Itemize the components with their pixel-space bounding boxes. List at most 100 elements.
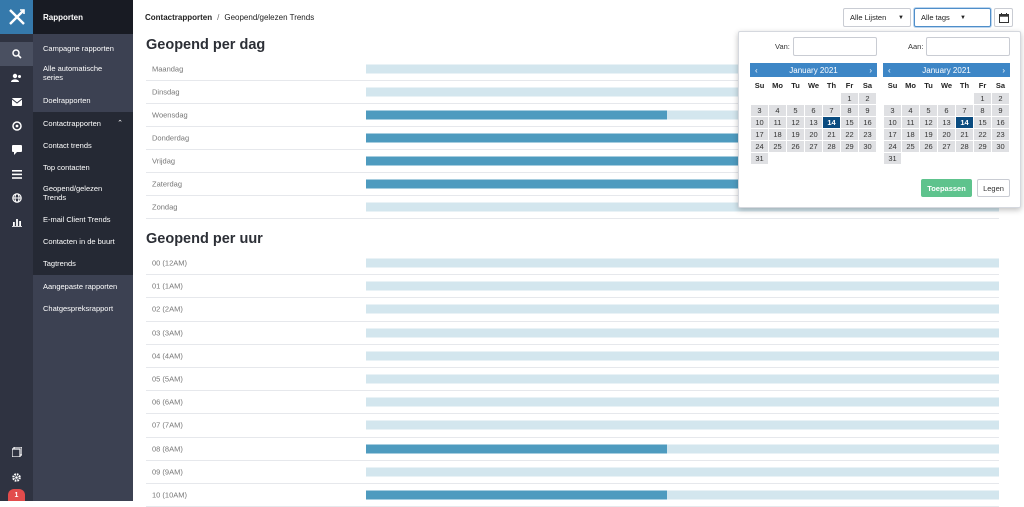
automation-icon[interactable] bbox=[0, 114, 33, 138]
calendar-day[interactable]: 18 bbox=[769, 129, 786, 140]
calendar-day[interactable]: 25 bbox=[769, 141, 786, 152]
globe-icon[interactable] bbox=[0, 186, 33, 210]
chat-icon[interactable] bbox=[0, 138, 33, 162]
calendar-day[interactable]: 3 bbox=[751, 105, 768, 116]
chevron-right-icon[interactable]: › bbox=[1002, 65, 1005, 75]
chevron-left-icon[interactable]: ‹ bbox=[888, 65, 891, 75]
apply-button[interactable]: Toepassen bbox=[921, 179, 972, 197]
to-date-input[interactable] bbox=[926, 37, 1010, 56]
calendar-day[interactable]: 29 bbox=[974, 141, 991, 152]
breadcrumb-parent-link[interactable]: Contactrapporten bbox=[145, 12, 213, 22]
calendar-day[interactable]: 24 bbox=[751, 141, 768, 152]
notification-badge[interactable]: 1 bbox=[8, 489, 25, 501]
calendar-day[interactable]: 21 bbox=[823, 129, 840, 140]
mail-icon[interactable] bbox=[0, 90, 33, 114]
calendar-day[interactable]: 16 bbox=[992, 117, 1009, 128]
subnav-item-contact-trends[interactable]: Contact trends bbox=[33, 134, 133, 156]
clear-button[interactable]: Legen bbox=[977, 179, 1010, 197]
from-date-input[interactable] bbox=[793, 37, 877, 56]
calendar-day[interactable]: 2 bbox=[859, 93, 876, 104]
subnav-item-custom-reports[interactable]: Aangepaste rapporten bbox=[33, 275, 133, 297]
calendar-day[interactable]: 15 bbox=[841, 117, 858, 128]
calendar-day[interactable]: 4 bbox=[769, 105, 786, 116]
gear-icon[interactable] bbox=[0, 465, 33, 489]
chevron-right-icon[interactable]: › bbox=[869, 65, 872, 75]
subnav-item-email-client-trends[interactable]: E-mail Client Trends bbox=[33, 208, 133, 230]
calendar-day[interactable]: 12 bbox=[920, 117, 937, 128]
calendar-day[interactable]: 29 bbox=[841, 141, 858, 152]
calendar-day[interactable]: 19 bbox=[920, 129, 937, 140]
calendar-day[interactable]: 22 bbox=[974, 129, 991, 140]
tags-filter-select[interactable]: Alle tags ▼ bbox=[914, 8, 991, 27]
calendar-day[interactable]: 21 bbox=[956, 129, 973, 140]
subnav-item-automation-series[interactable]: Alle automatische series bbox=[33, 58, 133, 88]
calendar-day[interactable]: 6 bbox=[938, 105, 955, 116]
calendar-day[interactable]: 26 bbox=[920, 141, 937, 152]
calendar-day[interactable]: 19 bbox=[787, 129, 804, 140]
calendar-day[interactable]: 16 bbox=[859, 117, 876, 128]
calendar-day[interactable]: 6 bbox=[805, 105, 822, 116]
calendar-day[interactable]: 20 bbox=[938, 129, 955, 140]
calendar-day[interactable]: 12 bbox=[787, 117, 804, 128]
calendar-day[interactable]: 4 bbox=[902, 105, 919, 116]
calendar-day[interactable]: 22 bbox=[841, 129, 858, 140]
calendar-day[interactable]: 10 bbox=[884, 117, 901, 128]
calendar-day[interactable]: 17 bbox=[884, 129, 901, 140]
pages-icon[interactable] bbox=[0, 440, 33, 464]
contacts-icon[interactable] bbox=[0, 66, 33, 90]
calendar-day[interactable]: 23 bbox=[859, 129, 876, 140]
calendar-day[interactable]: 5 bbox=[787, 105, 804, 116]
calendar-day[interactable]: 7 bbox=[956, 105, 973, 116]
calendar-day[interactable]: 3 bbox=[884, 105, 901, 116]
subnav-item-nearby-contacts[interactable]: Contacten in de buurt bbox=[33, 230, 133, 252]
date-range-button[interactable] bbox=[994, 8, 1013, 27]
calendar-day[interactable]: 7 bbox=[823, 105, 840, 116]
lists-filter-select[interactable]: Alle Lijsten ▼ bbox=[843, 8, 911, 27]
calendar-day[interactable]: 30 bbox=[859, 141, 876, 152]
app-logo-icon[interactable] bbox=[0, 0, 33, 34]
calendar-day[interactable]: 1 bbox=[974, 93, 991, 104]
calendar-day[interactable]: 1 bbox=[841, 93, 858, 104]
calendar-day[interactable]: 11 bbox=[902, 117, 919, 128]
calendar-day[interactable]: 8 bbox=[974, 105, 991, 116]
subnav-item-chat-report[interactable]: Chatgespreksrapport bbox=[33, 297, 133, 319]
calendar-day[interactable]: 18 bbox=[902, 129, 919, 140]
calendar-day[interactable]: 2 bbox=[992, 93, 1009, 104]
weekday-label: Sa bbox=[995, 80, 1006, 90]
subnav-item-top-contacts[interactable]: Top contacten bbox=[33, 156, 133, 178]
calendar-day[interactable]: 31 bbox=[884, 153, 901, 164]
calendar-day[interactable]: 24 bbox=[884, 141, 901, 152]
calendar-day[interactable]: 30 bbox=[992, 141, 1009, 152]
calendar-day[interactable]: 27 bbox=[938, 141, 955, 152]
subnav-item-open-read-trends[interactable]: Geopend/gelezen Trends bbox=[33, 178, 133, 208]
chevron-left-icon[interactable]: ‹ bbox=[755, 65, 758, 75]
calendar-day-today[interactable]: 14 bbox=[956, 117, 973, 128]
calendar-day[interactable]: 13 bbox=[805, 117, 822, 128]
calendar-day[interactable]: 25 bbox=[902, 141, 919, 152]
calendar-day[interactable]: 5 bbox=[920, 105, 937, 116]
calendar-day[interactable]: 9 bbox=[859, 105, 876, 116]
calendar-day[interactable]: 26 bbox=[787, 141, 804, 152]
reports-icon[interactable] bbox=[0, 210, 33, 234]
calendar-day[interactable]: 17 bbox=[751, 129, 768, 140]
calendar-day[interactable]: 27 bbox=[805, 141, 822, 152]
calendar-day[interactable]: 10 bbox=[751, 117, 768, 128]
calendar-day[interactable]: 13 bbox=[938, 117, 955, 128]
calendar-day[interactable]: 8 bbox=[841, 105, 858, 116]
subnav-item-tag-trends[interactable]: Tagtrends bbox=[33, 252, 133, 275]
calendar-day[interactable]: 20 bbox=[805, 129, 822, 140]
calendar-day[interactable]: 28 bbox=[823, 141, 840, 152]
calendar-day[interactable]: 11 bbox=[769, 117, 786, 128]
hour-bar-track bbox=[366, 444, 999, 454]
subnav-item-goal-reports[interactable]: Doelrapporten bbox=[33, 88, 133, 112]
subnav-item-contact-reports[interactable]: Contactrapporten ⌃ bbox=[33, 112, 133, 134]
search-icon[interactable] bbox=[0, 42, 33, 66]
calendar-day-today[interactable]: 14 bbox=[823, 117, 840, 128]
calendar-day[interactable]: 23 bbox=[992, 129, 1009, 140]
list-icon[interactable] bbox=[0, 162, 33, 186]
calendar-day[interactable]: 31 bbox=[751, 153, 768, 164]
calendar-day[interactable]: 9 bbox=[992, 105, 1009, 116]
calendar-day[interactable]: 28 bbox=[956, 141, 973, 152]
calendar-day[interactable]: 15 bbox=[974, 117, 991, 128]
subnav-item-campaign-reports[interactable]: Campagne rapporten bbox=[33, 38, 133, 58]
